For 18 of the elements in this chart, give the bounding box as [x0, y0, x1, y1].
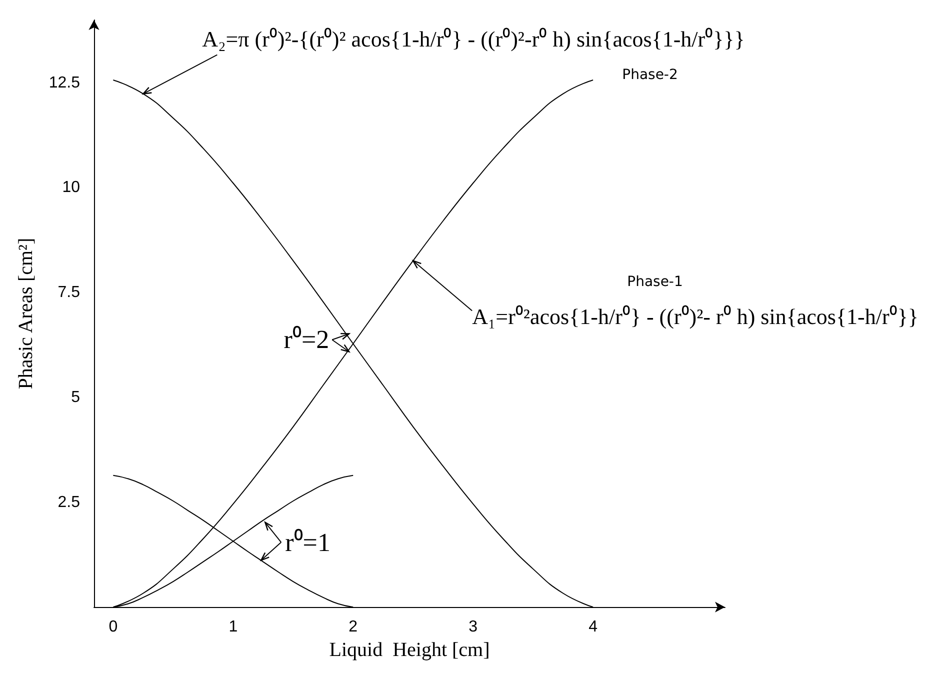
annotation: A₂=π (r⁰)²-{(r⁰)² acos{1-h/r⁰} - ((r⁰)²-r⁰ h) sin{acos{1-h/r⁰}}}	[202, 26, 745, 52]
y-tick-label: 12.5	[48, 74, 80, 92]
x-tick-label: 0	[108, 618, 118, 636]
x-tick-label: 4	[588, 618, 598, 636]
annotation: A₁=r⁰²acos{1-h/r⁰} - ((r⁰)²- r⁰ h) sin{acos{1-h/r⁰}}	[472, 304, 918, 330]
annotation: r⁰=1	[285, 528, 330, 557]
annotation: Phase-2	[622, 67, 678, 83]
y-tick-label: 5	[71, 388, 80, 406]
x-tick-label: 2	[348, 618, 358, 636]
y-tick-label: 10	[62, 179, 80, 196]
annotation: r⁰=2	[284, 325, 330, 354]
x-tick-label: 1	[228, 618, 238, 636]
annotation: Phase-1	[627, 274, 683, 290]
x-axis-title: Liquid Height [cm]	[329, 639, 490, 661]
y-tick-label: 7.5	[58, 284, 80, 302]
y-axis-title: Phasic Areas [cm²]	[15, 238, 37, 390]
y-tick-label: 2.5	[58, 494, 80, 511]
x-tick-label: 3	[468, 618, 478, 636]
